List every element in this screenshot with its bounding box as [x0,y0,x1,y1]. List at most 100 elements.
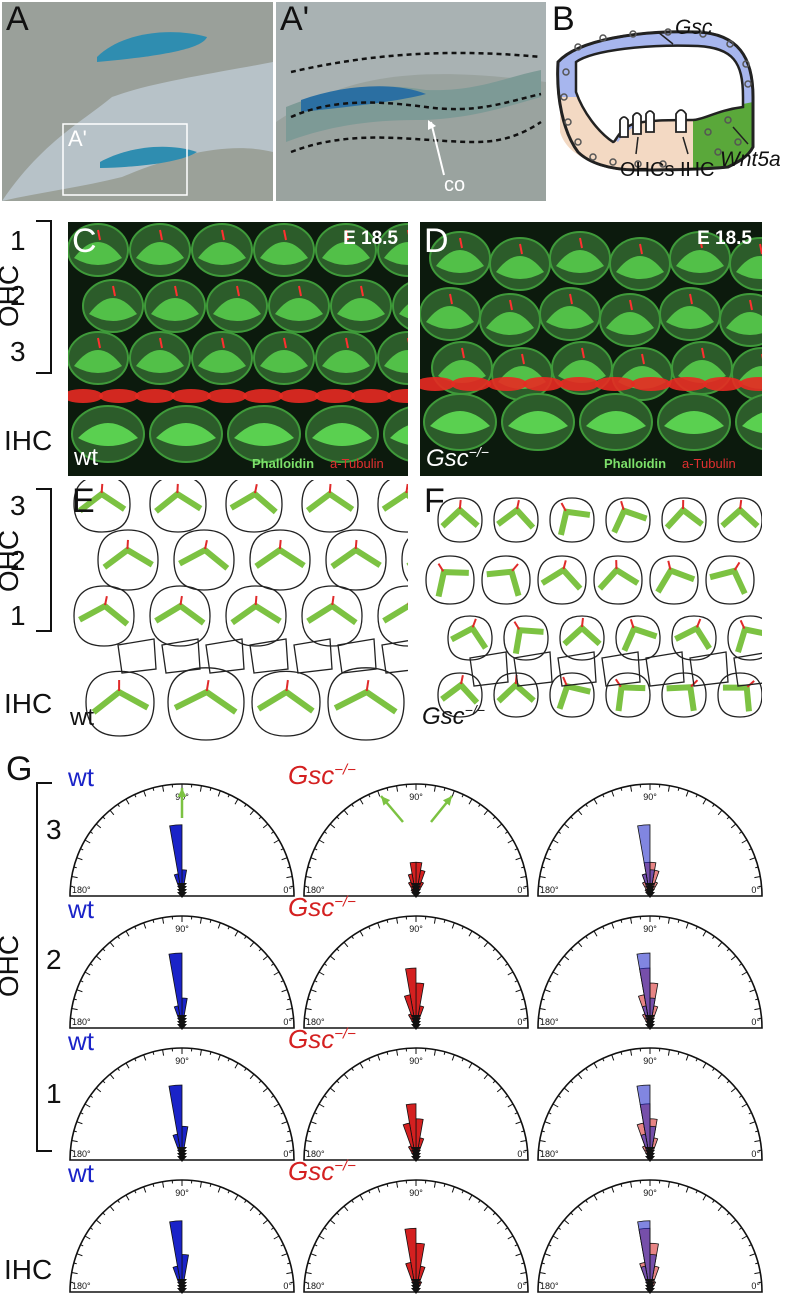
deg-180-label: 180° [540,1281,559,1291]
g-gsc-label: Gsc−/− [288,1156,356,1186]
deg-0-label: 0° [751,885,760,895]
ef-row-ihc: IHC [4,688,53,719]
deg-0-label: 0° [283,1149,292,1159]
deg-180-label: 180° [72,1281,91,1291]
g-row-label-ihc: IHC [4,1254,53,1285]
panel-label-c: C [72,222,97,260]
panel-a-image: A' [2,2,273,201]
deg-0-label: 0° [283,885,292,895]
deg-180-label: 180° [72,1149,91,1159]
panel-c-stain-red: a-Tubulin [330,456,384,471]
polar-chart-3-overlay: 90° 180° 0° [537,783,763,898]
deg-90-label: 90° [643,924,657,934]
panel-a-prime-image: co [276,2,546,201]
deg-0-label: 0° [517,1017,526,1027]
ef-row-2: 2 [10,545,26,576]
deg-90-label: 90° [409,1056,423,1066]
panel-c-genotype: wt [74,444,98,471]
ohcs-label: OHCs [620,159,675,181]
deg-180-label: 180° [540,1149,559,1159]
g-wt-label: wt [68,762,94,792]
panel-label-d: D [424,222,449,260]
g-wt-label: wt [68,894,94,924]
panel-a-inset-label: A' [68,126,87,151]
panel-label-b: B [552,0,575,38]
co-annotation: co [444,174,466,196]
deg-180-label: 180° [540,1017,559,1027]
deg-0-label: 0° [751,1281,760,1291]
g-row-label-2: 2 [46,944,62,975]
panel-label-f: F [424,482,445,520]
cd-row-1: 1 [10,225,26,256]
polar-chart-2-overlay: 90° 180° 0° [537,915,763,1030]
deg-90-label: 90° [175,1056,189,1066]
gsc-label: Gsc [675,16,713,39]
g-row-label-1: 1 [46,1078,62,1109]
panel-c-stage: E 18.5 [343,228,398,249]
deg-0-label: 0° [751,1149,760,1159]
panel-label-e: E [72,482,95,520]
polar-chart-ihc-gsc: 90° 180° 0° [303,1179,529,1294]
g-row-label-3: 3 [46,814,62,845]
deg-180-label: 180° [306,1281,325,1291]
sensory-region [560,97,698,170]
panel-e-drawing: wt [68,475,463,742]
deg-0-label: 0° [517,1281,526,1291]
deg-90-label: 90° [175,924,189,934]
deg-180-label: 180° [72,885,91,895]
deg-180-label: 180° [306,1149,325,1159]
wnt5a-label: Wnt5a [720,148,781,171]
deg-90-label: 90° [175,792,189,802]
cd-row-ihc: IHC [4,425,53,456]
panel-f-genotype: Gsc−/− [422,702,485,730]
polar-chart-2-gsc: 90° 180° 0° [303,915,529,1030]
ihc-label: IHC [680,159,715,181]
panel-b-diagram: Gsc Wnt5a OHCs IHC [548,2,785,201]
panel-c-stain-green: Phalloidin [252,456,315,471]
deg-90-label: 90° [409,1188,423,1198]
polar-chart-ihc-overlay: 90° 180° 0° [537,1179,763,1294]
deg-90-label: 90° [409,792,423,802]
deg-180-label: 180° [306,1017,325,1027]
panel-d-stage: E 18.5 [697,228,752,249]
polar-chart-1-wt: 90° 180° 0° [69,1047,295,1162]
row-bracket-ef [36,488,52,632]
g-gsc-label: Gsc−/− [288,892,356,922]
g-ohc-group-label: OHC [0,934,25,998]
panel-f-drawing: Gsc−/− [420,480,773,742]
polar-chart-2-wt: 90° 180° 0° [69,915,295,1030]
deg-90-label: 90° [643,1056,657,1066]
panel-label-a-prime: A' [280,0,310,38]
ef-row-3: 3 [10,490,26,521]
ef-row-1: 1 [10,600,26,631]
panel-c-image: E 18.5 wt Phalloidin a-Tubulin [68,222,408,476]
polar-chart-1-overlay: 90° 180° 0° [537,1047,763,1162]
polar-chart-ihc-wt: 90° 180° 0° [69,1179,295,1294]
panel-label-a: A [6,0,29,38]
deg-180-label: 180° [540,885,559,895]
deg-90-label: 90° [409,924,423,934]
polar-chart-3-gsc: 90° 180° 0° [303,783,529,898]
panel-d-genotype: Gsc−/− [426,444,489,472]
g-wt-label: wt [68,1158,94,1188]
wnt5a-region [693,102,753,170]
g-row-bracket [36,782,52,1152]
g-wt-label: wt [68,1026,94,1056]
panel-label-g: G [6,750,33,788]
deg-0-label: 0° [283,1017,292,1027]
deg-0-label: 0° [517,1149,526,1159]
deg-0-label: 0° [283,1281,292,1291]
cd-row-3: 3 [10,336,26,367]
polar-chart-3-wt: 90° 180° 0° [69,783,295,898]
row-bracket-cd [36,220,52,374]
deg-0-label: 0° [517,885,526,895]
polar-chart-1-gsc: 90° 180° 0° [303,1047,529,1162]
deg-90-label: 90° [643,1188,657,1198]
panel-d-image: E 18.5 Gsc−/− Phalloidin a-Tubulin [420,222,762,476]
g-gsc-label: Gsc−/− [288,760,356,790]
deg-180-label: 180° [306,885,325,895]
g-gsc-label: Gsc−/− [288,1024,356,1054]
deg-180-label: 180° [72,1017,91,1027]
panel-e-genotype: wt [70,704,94,731]
deg-0-label: 0° [751,1017,760,1027]
